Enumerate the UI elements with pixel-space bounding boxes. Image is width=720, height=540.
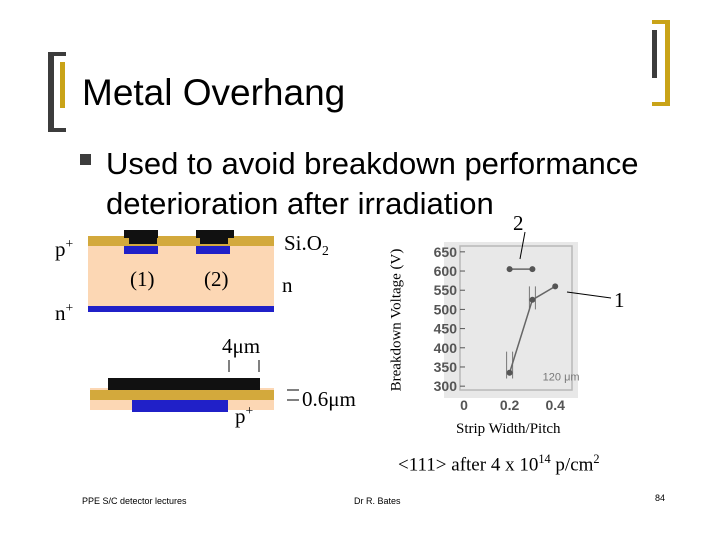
y-tick-label: 600 — [434, 263, 458, 279]
series-2-point — [552, 283, 559, 290]
label-sio2: Si.O2 — [284, 231, 329, 259]
left-bracket-top — [48, 52, 66, 56]
x-tick-label: 0.2 — [500, 397, 520, 413]
bottom-oxide-layer — [90, 390, 274, 400]
strip1-pad — [129, 238, 157, 244]
label-strip-2: (2) — [204, 267, 229, 291]
label-strip-1: (1) — [130, 267, 155, 291]
page-number: 84 — [655, 493, 666, 503]
label-4um: 4μm — [222, 334, 261, 358]
footer-left: PPE S/C detector lectures — [82, 496, 187, 506]
label-p-plus-bottom: p+ — [235, 403, 254, 428]
label-0-6um: 0.6μm — [302, 387, 356, 411]
footer-center: Dr R. Bates — [354, 496, 401, 506]
right-bracket-inner — [652, 30, 657, 78]
series-1-point — [529, 266, 536, 273]
left-bracket-bar — [48, 52, 54, 132]
y-tick-label: 400 — [434, 340, 458, 356]
label-n-plus: n+ — [55, 300, 74, 325]
callout-1-leader — [566, 291, 612, 299]
series-1-point — [506, 266, 513, 273]
y-tick-label: 550 — [434, 282, 458, 298]
label-p-plus-top: p+ — [55, 236, 74, 261]
bullet-text: Used to avoid breakdown performance dete… — [106, 146, 639, 221]
bottom-metal-overhang — [108, 378, 260, 390]
top-oxide-layer — [88, 236, 274, 246]
strip2-metal — [196, 230, 234, 238]
right-bracket-top — [652, 20, 670, 24]
right-bracket-bar — [665, 20, 670, 106]
left-bracket-bottom — [48, 128, 66, 132]
x-tick-label: 0.4 — [545, 397, 565, 413]
strip1-metal — [124, 230, 158, 238]
bullet-square-icon — [80, 154, 91, 165]
y-tick-label: 650 — [434, 244, 458, 260]
y-tick-label: 500 — [434, 301, 458, 317]
strip2-pad — [200, 238, 228, 244]
bottom-strip-implant — [132, 400, 228, 412]
y-tick-label: 450 — [434, 321, 458, 337]
x-axis-label: Strip Width/Pitch — [456, 421, 561, 437]
chart-caption: <111> after 4 x 1014 p/cm2 — [398, 452, 600, 476]
x-tick-label: 0 — [460, 397, 468, 413]
chart-callout-2: 2 — [513, 211, 524, 235]
top-substrate — [88, 246, 274, 306]
y-tick-label: 350 — [434, 359, 458, 375]
strip2-implant — [196, 246, 230, 254]
top-backside-implant — [88, 306, 274, 312]
label-n-bulk: n — [282, 273, 293, 297]
page-title: Metal Overhang — [82, 72, 346, 113]
strip1-implant — [124, 246, 158, 254]
chart-callout-1: 1 — [614, 288, 625, 312]
series-2-point — [529, 296, 536, 303]
callout-2-leader — [519, 231, 526, 260]
left-bracket-inner — [60, 62, 65, 108]
series-2-point — [506, 369, 513, 376]
right-bracket-bottom — [652, 102, 670, 106]
chart-plot-frame — [459, 245, 573, 391]
inner-annotation: 120 μm — [543, 371, 580, 383]
y-tick-label: 300 — [434, 378, 458, 394]
